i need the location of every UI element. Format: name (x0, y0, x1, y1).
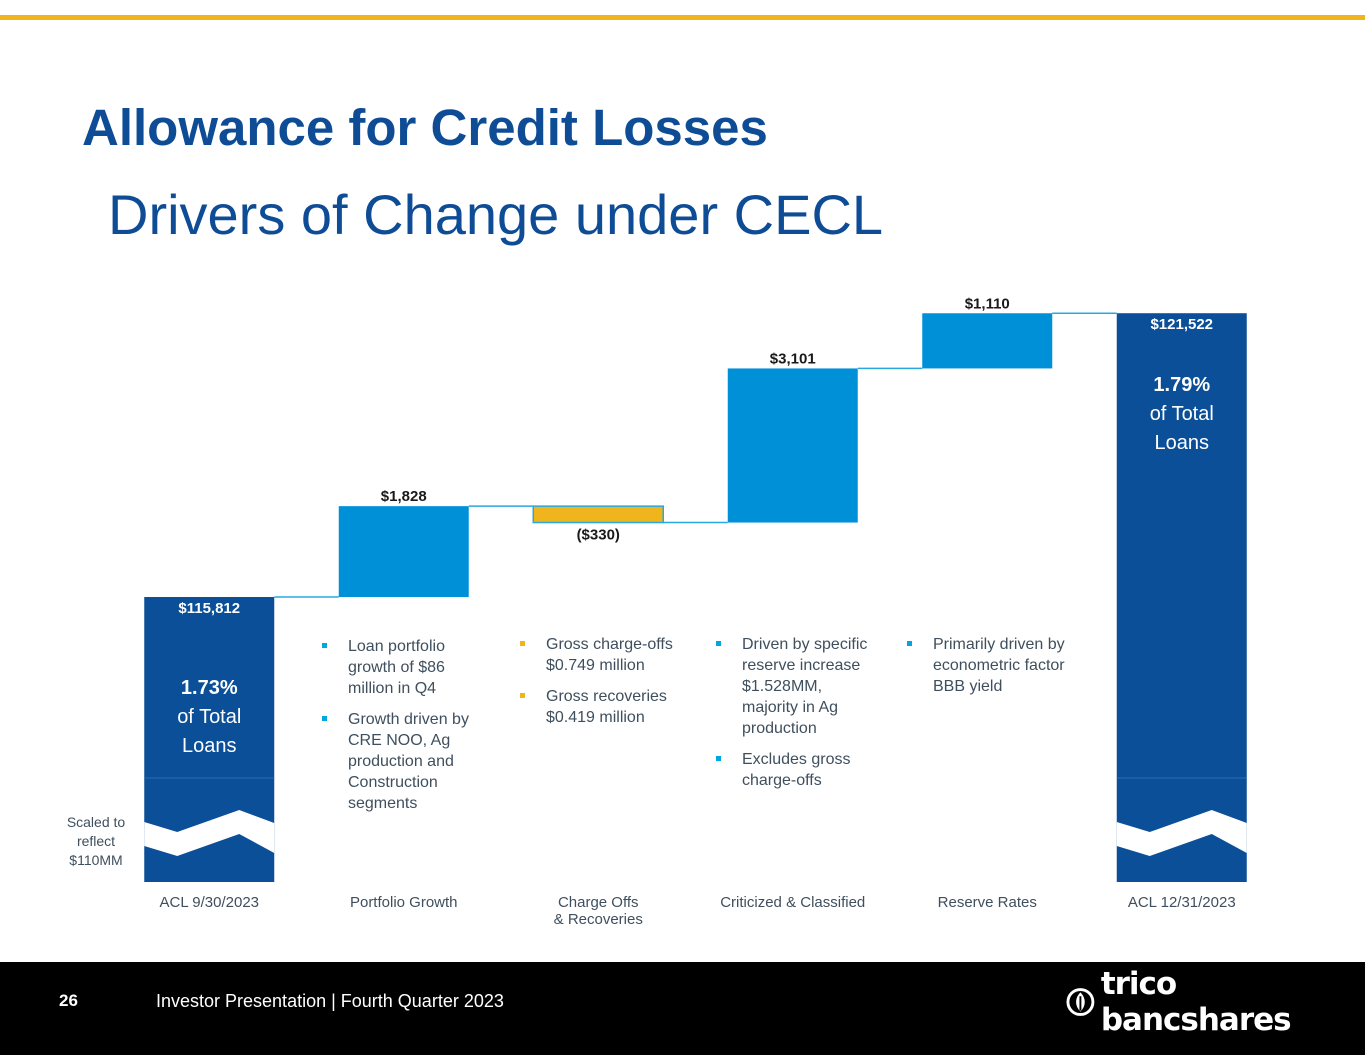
bar-value-label: $115,812 (178, 600, 240, 617)
waterfall-bar (338, 506, 469, 597)
note-bullet: Loan portfolio growth of $86 million in … (322, 636, 472, 699)
pct-of-loans-value: 1.73% (181, 677, 238, 699)
category-label: Portfolio Growth (350, 894, 458, 911)
note-bullet: Driven by specific reserve increase $1.5… (716, 634, 881, 739)
scale-break-note: Scaled to reflect $110MM (66, 814, 126, 868)
note-bullet: Primarily driven by econometric factor B… (907, 634, 1067, 697)
footer-bar: 26 Investor Presentation | Fourth Quarte… (0, 962, 1365, 1055)
waterfall-bar (727, 368, 858, 523)
trico-leaf-icon (1066, 988, 1095, 1016)
axis-break-gap (1116, 810, 1247, 856)
pct-of-loans-caption: of Total (1150, 403, 1214, 425)
category-label: Criticized & Classified (720, 894, 865, 911)
pct-of-loans-value: 1.79% (1153, 374, 1210, 396)
category-label: ACL 12/31/2023 (1128, 894, 1236, 911)
category-label: Charge Offs (558, 894, 639, 911)
criticized-notes: Driven by specific reserve increase $1.5… (716, 634, 881, 801)
bar-value-label: $1,110 (965, 295, 1010, 312)
reserve-rates-notes: Primarily driven by econometric factor B… (907, 634, 1067, 707)
bar-value-label: ($330) (577, 527, 620, 544)
note-bullet: Gross recoveries $0.419 million (520, 686, 695, 728)
waterfall-chart: $115,812 ACL 9/30/2023 $1,828 Portfolio Gro… (144, 295, 1247, 928)
category-label: Reserve Rates (938, 894, 1037, 911)
note-bullet: Excludes gross charge-offs (716, 749, 881, 791)
pct-of-loans-caption: Loans (182, 735, 237, 757)
pct-of-loans-caption: Loans (1155, 432, 1210, 454)
logo-text: trico bancshares (1100, 966, 1292, 1038)
bar-value-label: $1,828 (381, 488, 427, 505)
waterfall-bar (922, 313, 1053, 369)
waterfall-bar (1116, 313, 1247, 882)
bar-value-label: $3,101 (770, 350, 816, 367)
portfolio-growth-notes: Loan portfolio growth of $86 million in … (322, 636, 472, 824)
note-bullet: Gross charge-offs $0.749 million (520, 634, 695, 676)
bar-value-label: $121,522 (1150, 316, 1213, 333)
footer-caption: Investor Presentation | Fourth Quarter 2… (156, 991, 504, 1011)
note-bullet: Growth driven by CRE NOO, Ag production … (322, 709, 472, 814)
company-logo: trico bancshares (1066, 966, 1365, 1038)
charge-offs-notes: Gross charge-offs $0.749 million Gross r… (520, 634, 695, 738)
page-number: 26 (59, 991, 78, 1010)
category-label: & Recoveries (554, 911, 643, 928)
category-label: ACL 9/30/2023 (159, 894, 259, 911)
axis-break-gap (144, 810, 275, 856)
pct-of-loans-caption: of Total (177, 706, 241, 728)
page-title: Allowance for Credit Losses (82, 99, 768, 156)
page-subtitle: Drivers of Change under CECL (108, 183, 884, 246)
waterfall-bar (532, 505, 664, 524)
top-accent-bar (0, 15, 1365, 20)
